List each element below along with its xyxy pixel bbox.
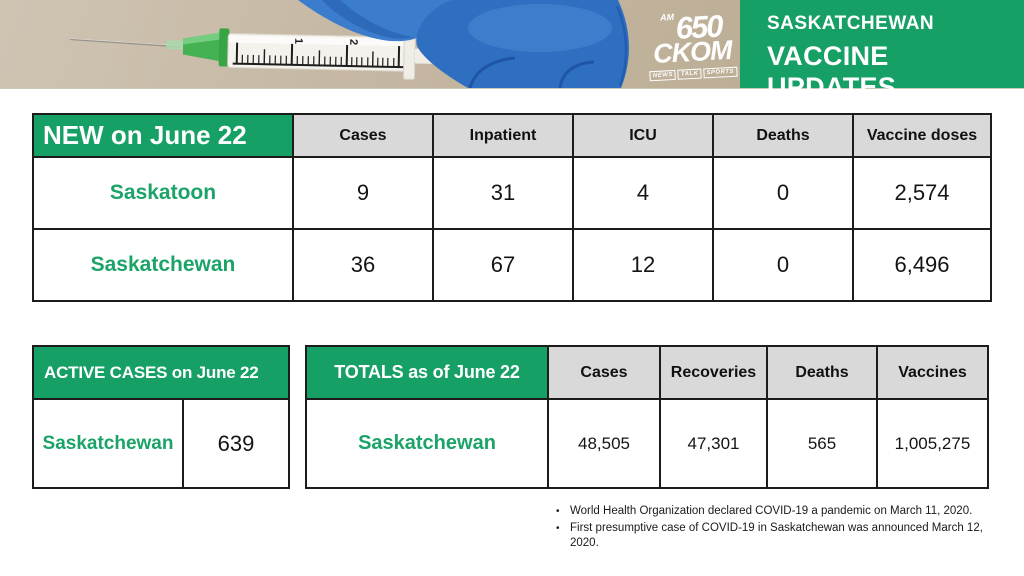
totals-header-cases: Cases — [547, 345, 661, 400]
saskatoon-icu: 4 — [572, 156, 714, 230]
tagline-sports: SPORTS — [703, 66, 738, 79]
footnote-who: • World Health Organization declared COV… — [556, 504, 992, 519]
footnote-first-case: • First presumptive case of COVID-19 in … — [556, 521, 992, 551]
gloved-hand — [298, 0, 629, 88]
syringe: 1 2 — [70, 28, 530, 80]
bullet-icon: • — [556, 523, 560, 535]
half-ticks — [263, 49, 374, 67]
col-header-inpatient: Inpatient — [432, 113, 574, 158]
syringe-needle — [70, 38, 181, 48]
totals-deaths: 565 — [766, 398, 878, 489]
active-cases-value: 639 — [182, 398, 290, 489]
col-header-vaccine-doses: Vaccine doses — [852, 113, 992, 158]
col-header-icu: ICU — [572, 113, 714, 158]
saskatchewan-icu: 12 — [572, 228, 714, 302]
totals-vaccines: 1,005,275 — [876, 398, 989, 489]
header-banner: 1 2 AM650 CKOM NEWS — [0, 0, 1024, 102]
bullet-icon: • — [556, 506, 560, 517]
saskatoon-deaths: 0 — [712, 156, 854, 230]
totals-row-label: Saskatchewan — [305, 398, 549, 489]
col-header-deaths: Deaths — [712, 113, 854, 158]
table-row: Saskatchewan 48,505 47,301 565 1,005,275 — [305, 398, 989, 489]
totals-table-title: TOTALS as of June 22 — [305, 345, 549, 400]
new-cases-table: NEW on June 22 Cases Inpatient ICU Death… — [32, 113, 992, 302]
active-cases-table: ACTIVE CASES on June 22 Saskatchewan 639 — [32, 345, 290, 489]
totals-cases: 48,505 — [547, 398, 661, 489]
saskatchewan-cases: 36 — [292, 228, 434, 302]
totals-header-vaccines: Vaccines — [876, 345, 989, 400]
row-label-saskatoon: Saskatoon — [32, 156, 294, 230]
saskatoon-cases: 9 — [292, 156, 434, 230]
saskatchewan-vaccine-doses: 6,496 — [852, 228, 992, 302]
logo-band: AM — [659, 11, 675, 23]
table-row: Saskatchewan 639 — [32, 398, 290, 489]
totals-table: TOTALS as of June 22 Cases Recoveries De… — [305, 345, 989, 489]
title-main: VACCINE UPDATES — [767, 41, 897, 102]
row-label-saskatchewan: Saskatchewan — [32, 228, 294, 302]
col-header-cases: Cases — [292, 113, 434, 158]
new-table-title: NEW on June 22 — [32, 113, 294, 158]
minor-ticks — [241, 54, 395, 67]
totals-header-recoveries: Recoveries — [659, 345, 768, 400]
saskatchewan-deaths: 0 — [712, 228, 854, 302]
saskatchewan-inpatient: 67 — [432, 228, 574, 302]
svg-text:1: 1 — [292, 38, 304, 44]
svg-text:2: 2 — [347, 39, 359, 45]
totals-recoveries: 47,301 — [659, 398, 768, 489]
table-row: Saskatchewan 36 67 12 0 6,496 — [32, 228, 992, 302]
saskatoon-vaccine-doses: 2,574 — [852, 156, 992, 230]
ckom-station-logo: AM650 CKOM NEWS TALK SPORTS — [642, 8, 741, 82]
totals-header-deaths: Deaths — [766, 345, 878, 400]
logo-callsign: CKOM — [652, 34, 733, 70]
tagline-news: NEWS — [649, 69, 677, 82]
active-table-title: ACTIVE CASES on June 22 — [32, 345, 290, 400]
footnotes: • World Health Organization declared COV… — [556, 504, 992, 554]
syringe-photo-illustration: 1 2 — [70, 0, 629, 88]
saskatoon-inpatient: 31 — [432, 156, 574, 230]
active-row-label: Saskatchewan — [32, 398, 184, 489]
barrel-scale — [232, 42, 404, 69]
table-row: Saskatoon 9 31 4 0 2,574 — [32, 156, 992, 230]
title-box: SASKATCHEWAN VACCINE UPDATES — [740, 0, 1024, 102]
tagline-talk: TALK — [677, 68, 702, 80]
title-region: SASKATCHEWAN — [767, 13, 935, 34]
